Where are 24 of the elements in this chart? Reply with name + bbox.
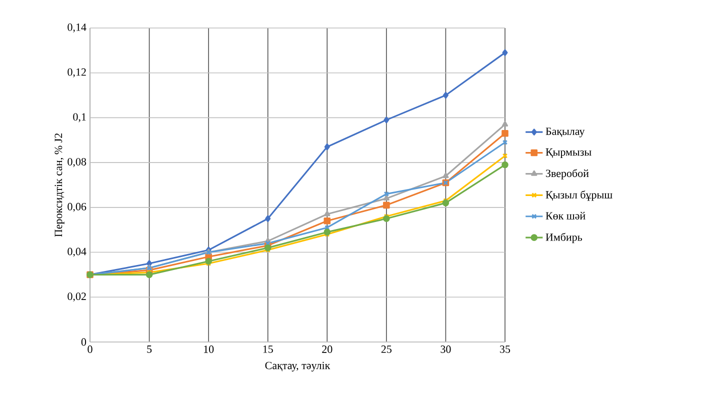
x-tick-label: 15 bbox=[263, 346, 273, 353]
x-tick-label: 10 bbox=[204, 346, 214, 353]
x-tick-label: 20 bbox=[322, 346, 332, 353]
y-tick-label: 0,04 bbox=[68, 248, 86, 257]
x-tick-label: 35 bbox=[500, 346, 510, 353]
y-tick-label: 0,08 bbox=[68, 158, 86, 168]
x-tick-label: 30 bbox=[440, 346, 451, 353]
x-axis-title: Сақтау, тәулік bbox=[265, 362, 330, 372]
y-tick-label: 0,1 bbox=[73, 113, 86, 122]
legend-label: Зверобой bbox=[546, 169, 589, 180]
legend-label: Қырмызы bbox=[546, 148, 592, 158]
legend-label: Имбирь bbox=[546, 232, 582, 244]
y-tick-label: 0,12 bbox=[68, 68, 86, 78]
y-tick-label: 0,02 bbox=[68, 292, 86, 302]
y-tick-label: 0,06 bbox=[68, 202, 86, 212]
y-tick-label: 0 bbox=[81, 338, 86, 346]
legend-label: Бақылау bbox=[546, 128, 585, 138]
x-tick-label: 5 bbox=[147, 346, 152, 353]
x-tick-label: 25 bbox=[381, 346, 392, 353]
legend-label: Қызыл бұрыш bbox=[546, 190, 612, 201]
y-tick-label: 0,14 bbox=[68, 23, 86, 32]
legend-label: Көк шәй bbox=[546, 212, 586, 220]
y-axis-title: Пероксидтік сан, % J2 bbox=[54, 133, 64, 237]
x-tick-label: 0 bbox=[88, 346, 92, 353]
